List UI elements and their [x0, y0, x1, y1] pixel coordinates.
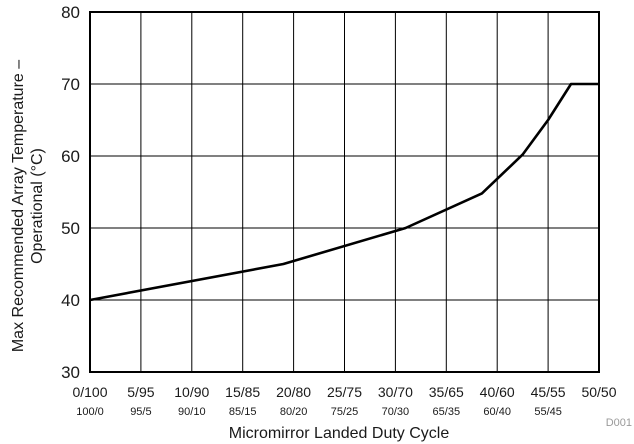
x-tick-label-secondary: 75/25 [331, 406, 359, 418]
x-tick-label-secondary: 95/5 [130, 406, 151, 418]
y-axis-title-line-2: Operational (°C) [29, 148, 46, 264]
y-tick-labels: 30 40 50 60 70 80 [61, 3, 80, 382]
x-tick-label: 15/85 [225, 384, 260, 400]
y-axis-title-line-1: Max Recommended Array Temperature – [10, 60, 27, 352]
x-tick-label-secondary: 85/15 [229, 406, 257, 418]
x-tick-label-secondary: 100/0 [76, 406, 104, 418]
x-tick-label: 25/75 [327, 384, 362, 400]
y-tick-label: 30 [61, 363, 80, 382]
x-tick-label: 10/90 [174, 384, 209, 400]
series-layer [89, 82, 599, 302]
plot-frame [89, 11, 600, 373]
x-tick-label-secondary: 90/10 [178, 406, 206, 418]
x-tick-label: 35/65 [429, 384, 464, 400]
y-tick-label: 50 [61, 219, 80, 238]
x-tick-label: 0/100 [72, 384, 107, 400]
x-tick-label: 40/60 [480, 384, 515, 400]
figure-id: D001 [606, 417, 632, 429]
x-tick-label-secondary: 65/35 [433, 406, 461, 418]
x-tick-labels: 0/100 100/0 5/95 95/5 10/90 90/10 15/85 85/15 20… [72, 384, 616, 418]
grid [89, 11, 600, 373]
x-tick-label: 50/50 [581, 384, 616, 400]
x-tick-label-secondary: 60/40 [483, 406, 511, 418]
x-tick-label-secondary: 70/30 [382, 406, 410, 418]
x-tick-label: 45/55 [531, 384, 566, 400]
x-tick-label-secondary: 80/20 [280, 406, 308, 418]
x-axis-title: Micromirror Landed Duty Cycle [229, 425, 450, 442]
y-tick-label: 60 [61, 147, 80, 166]
y-tick-label: 80 [61, 3, 80, 22]
y-tick-label: 70 [61, 75, 80, 94]
y-tick-label: 40 [61, 291, 80, 310]
series-line [89, 82, 599, 302]
x-tick-label: 20/80 [276, 384, 311, 400]
x-tick-label: 30/70 [378, 384, 413, 400]
x-tick-label: 5/95 [127, 384, 154, 400]
x-tick-label-secondary: 55/45 [534, 406, 562, 418]
